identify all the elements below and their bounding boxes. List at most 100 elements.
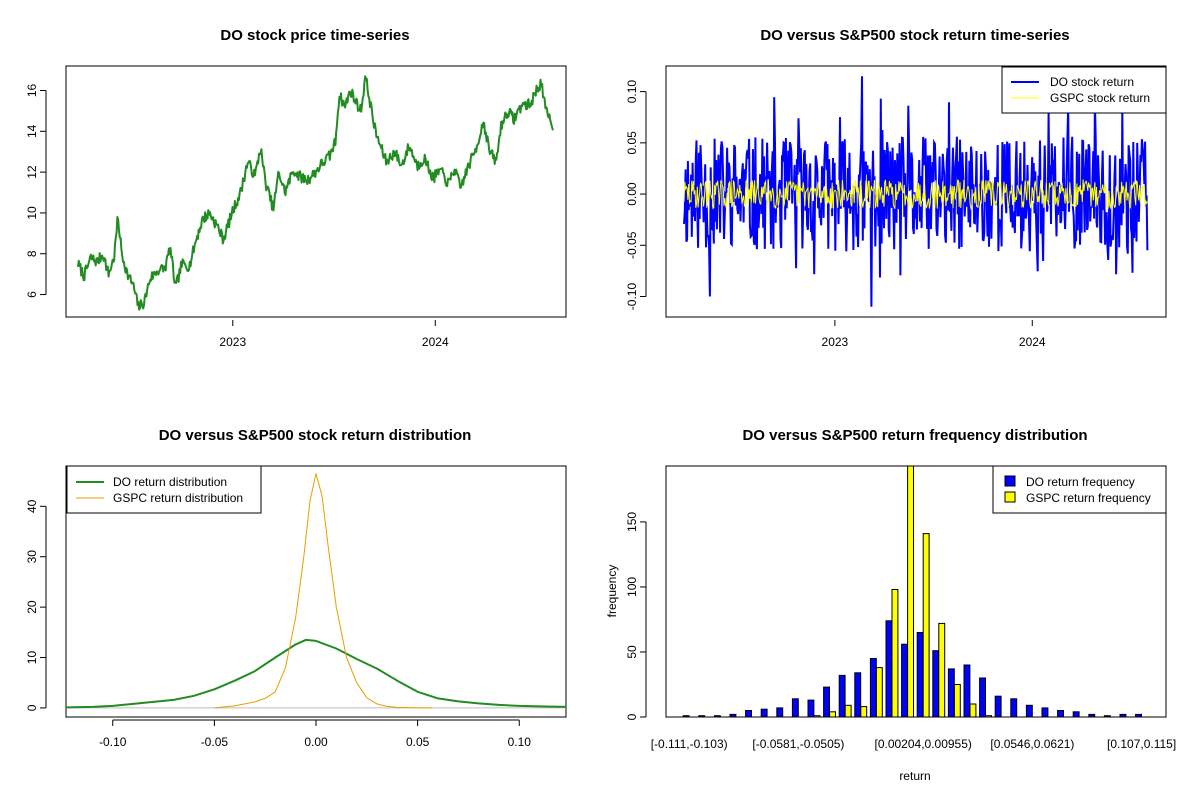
- y-tick-label: 40: [25, 499, 39, 513]
- x-tick-label: 0.05: [406, 735, 430, 749]
- x-axis: 2023 2024: [822, 320, 1046, 349]
- y-tick-label: 0.10: [625, 80, 639, 104]
- y-axis: 0 50 100 150: [625, 512, 647, 720]
- do-frequency-bar: [963, 664, 971, 718]
- y-tick-label: -0.05: [625, 231, 639, 259]
- x-tick-label: 0.00: [304, 735, 328, 749]
- gspc-frequency-bar: [844, 704, 852, 718]
- chart-title: DO versus S&P500 return frequency distri…: [742, 427, 1087, 444]
- series-layer: [65, 473, 567, 709]
- do-frequency-bar: [776, 707, 784, 718]
- density-chart: DO versus S&P500 stock return distributi…: [25, 427, 567, 749]
- gspc-frequency-bar: [969, 703, 977, 718]
- gspc-density-line: [214, 473, 432, 709]
- y-axis: -0.10 -0.05 0.00 0.05 0.10: [625, 80, 647, 311]
- legend-label-do: DO return distribution: [113, 475, 227, 489]
- do-frequency-bar: [1041, 707, 1049, 718]
- do-frequency-bar: [791, 698, 799, 718]
- legend-label-gspc: GSPC return frequency: [1026, 491, 1151, 505]
- legend-label-gspc: GSPC stock return: [1050, 91, 1150, 105]
- x-tick-label: [-0.0581,-0.0505): [752, 737, 844, 751]
- do-frequency-bar: [823, 686, 830, 718]
- gspc-frequency-bar: [891, 589, 899, 718]
- x-tick-label: 2023: [822, 335, 849, 349]
- legend-swatch-do: [1004, 475, 1016, 487]
- returns-chart: DO versus S&P500 stock return time-serie…: [625, 27, 1167, 349]
- do-frequency-bar: [745, 710, 752, 718]
- do-frequency-bar: [1103, 715, 1111, 718]
- do-frequency-bar: [729, 713, 737, 718]
- gspc-frequency-bar: [938, 622, 946, 718]
- x-tick-label: -0.05: [201, 735, 229, 749]
- y-tick-label: 8: [25, 250, 39, 257]
- y-tick-label: 0.05: [625, 131, 639, 155]
- gspc-frequency-bar: [985, 715, 992, 718]
- do-frequency-bar: [947, 668, 955, 718]
- do-frequency-bar: [1135, 713, 1142, 718]
- x-tick-label: -0.10: [99, 735, 127, 749]
- y-tick-label: 150: [625, 512, 639, 532]
- do-frequency-bar: [916, 632, 924, 718]
- legend-box: [66, 465, 262, 514]
- do-frequency-bar: [1088, 713, 1096, 718]
- y-tick-label: 6: [25, 291, 39, 298]
- y-tick-label: 0: [25, 704, 39, 711]
- x-tick-label: [-0.111,-0.103): [651, 737, 728, 751]
- gspc-frequency-bar: [829, 711, 836, 718]
- gspc-frequency-bar: [922, 533, 930, 718]
- gspc-frequency-bar: [875, 667, 883, 718]
- y-tick-label: -0.10: [625, 283, 639, 311]
- y-tick-label: 30: [25, 550, 39, 564]
- legend-label-gspc: GSPC return distribution: [113, 491, 243, 505]
- gspc-return-line: [683, 178, 1148, 211]
- legend: DO stock return GSPC stock return: [1001, 66, 1167, 114]
- do-frequency-bar: [1072, 711, 1080, 718]
- y-tick-label: 14: [25, 124, 39, 138]
- do-frequency-bar: [1010, 698, 1018, 718]
- x-tick-label: [0.0546,0.0621): [990, 737, 1074, 751]
- y-tick-label: 50: [625, 645, 639, 659]
- legend-label-do: DO return frequency: [1026, 475, 1135, 489]
- do-frequency-bar: [760, 708, 768, 718]
- x-axis: -0.10 -0.05 0.00 0.05 0.10: [99, 719, 531, 749]
- do-frequency-bar: [682, 715, 690, 718]
- chart-title: DO versus S&P500 stock return distributi…: [159, 427, 472, 444]
- do-density-line: [65, 638, 567, 709]
- y-tick-label: 10: [25, 651, 39, 665]
- do-frequency-bar: [885, 620, 893, 718]
- plot-frame: [665, 465, 1167, 718]
- x-axis: [-0.111,-0.103) [-0.0581,-0.0505) [0.00204…: [651, 737, 1176, 751]
- price-line: [77, 75, 554, 311]
- gspc-frequency-bar: [953, 684, 961, 718]
- chart-title: DO versus S&P500 stock return time-serie…: [760, 27, 1069, 44]
- chart-title: DO stock price time-series: [220, 27, 409, 44]
- series-layer: [682, 465, 1142, 718]
- y-axis: 6 8 10 12 14 16: [25, 83, 47, 298]
- price-chart: DO stock price time-series 2023 2024 6 8 10…: [25, 27, 567, 349]
- do-frequency-bar: [869, 658, 877, 718]
- plot-frame: [665, 65, 1167, 318]
- plot-frame: [65, 465, 567, 718]
- x-axis: 2023 2024: [219, 320, 449, 349]
- do-frequency-bar: [932, 650, 940, 718]
- legend-swatch-gspc: [1004, 491, 1016, 503]
- do-frequency-bar: [1025, 704, 1033, 718]
- x-tick-label: 2024: [1019, 335, 1046, 349]
- y-axis-label: frequency: [605, 565, 619, 618]
- do-frequency-bar: [698, 715, 706, 718]
- do-frequency-bar: [994, 695, 1002, 718]
- frequency-chart: DO versus S&P500 return frequency distri…: [605, 427, 1176, 783]
- gspc-frequency-bar: [907, 465, 914, 718]
- gspc-frequency-bar: [813, 715, 821, 718]
- do-frequency-bar: [807, 699, 815, 718]
- gspc-frequency-bar: [860, 706, 868, 718]
- do-frequency-bar: [838, 674, 846, 718]
- series-layer: [683, 76, 1149, 307]
- do-frequency-bar: [854, 672, 862, 718]
- x-tick-label: 2024: [422, 335, 449, 349]
- y-tick-label: 20: [25, 600, 39, 614]
- x-tick-label: [0.107,0.115]: [1107, 737, 1176, 751]
- y-tick-label: 0: [625, 713, 639, 720]
- legend-box: [992, 465, 1167, 514]
